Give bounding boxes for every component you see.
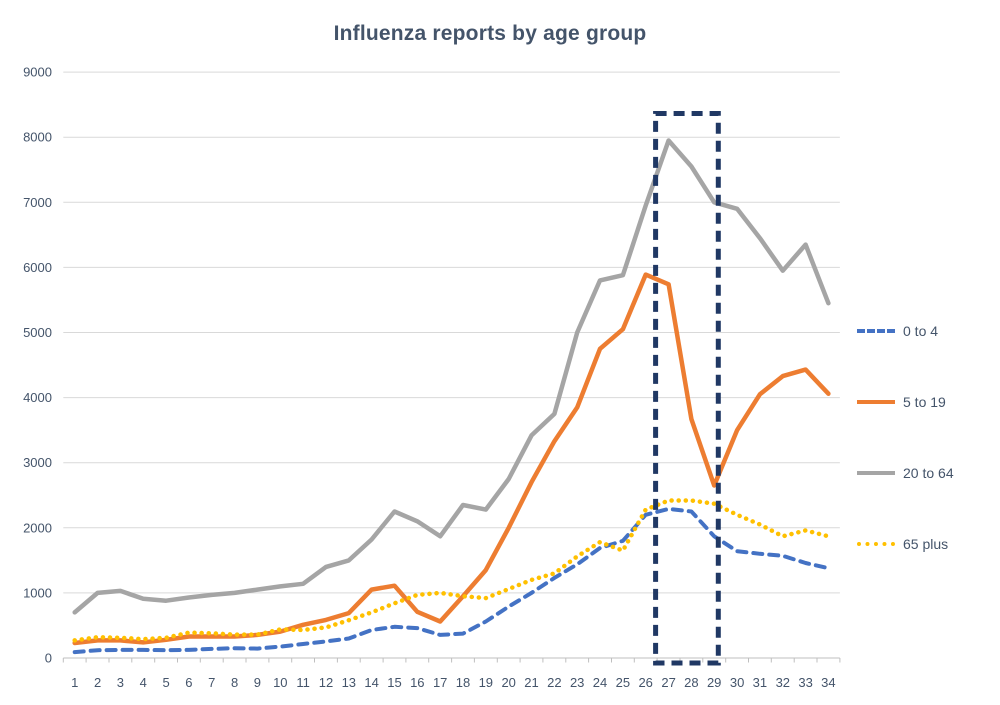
x-axis-tick-label: 28 <box>684 675 698 690</box>
x-axis-tick-label: 16 <box>410 675 424 690</box>
x-axis-tick-label: 2 <box>94 675 101 690</box>
x-axis-tick-label: 20 <box>501 675 515 690</box>
series-line-5-to-19 <box>72 272 831 646</box>
y-axis-tick-label: 8000 <box>23 130 52 145</box>
x-axis-tick-label: 26 <box>638 675 652 690</box>
y-axis-tick-label: 5000 <box>23 325 52 340</box>
series-line-0-to-4 <box>72 506 831 655</box>
gridlines <box>63 71 840 659</box>
x-axis-tick-label: 21 <box>524 675 538 690</box>
x-axis-labels: 1 2 3 4 5 6 7 8 9 10 11 12 13 14 15 16 17 18 19 20 21 22 23 24 2… <box>71 675 836 690</box>
y-axis-tick-label: 4000 <box>23 390 52 405</box>
y-axis-tick-label: 9000 <box>23 65 52 80</box>
x-axis-tick-label: 1 <box>71 675 78 690</box>
x-axis-tick-label: 32 <box>776 675 790 690</box>
x-axis-tick-label: 12 <box>319 675 333 690</box>
series-line-20-to-64 <box>72 138 831 615</box>
x-axis-tick-label: 9 <box>254 675 261 690</box>
y-axis-labels: 0 1000 2000 3000 4000 5000 6000 7000 8000 9000 <box>23 65 52 666</box>
y-axis-tick-label: 2000 <box>23 520 52 535</box>
legend-item-20-to-64: 20 to 64 <box>857 464 997 482</box>
chart-title: Influenza reports by age group <box>333 22 647 45</box>
x-axis-tick-label: 24 <box>593 675 607 690</box>
legend-item-0-to-4: 0 to 4 <box>857 322 997 340</box>
series-lines <box>72 138 831 655</box>
x-axis-tick-label: 23 <box>570 675 584 690</box>
x-axis-tick-label: 4 <box>140 675 147 690</box>
legend-marker-solid-gray-icon <box>857 471 895 475</box>
x-axis-tick-label: 22 <box>547 675 561 690</box>
x-axis-tick-label: 27 <box>661 675 675 690</box>
x-axis-tick-label: 34 <box>821 675 835 690</box>
x-axis-ticks <box>62 658 841 663</box>
legend-label: 20 to 64 <box>903 465 954 481</box>
y-axis-tick-label: 6000 <box>23 260 52 275</box>
x-axis-tick-label: 31 <box>753 675 767 690</box>
x-axis-tick-label: 17 <box>433 675 447 690</box>
y-axis-tick-label: 1000 <box>23 585 52 600</box>
legend-item-5-to-19: 5 to 19 <box>857 393 997 411</box>
legend-marker-dotted-yellow-icon <box>857 542 895 546</box>
x-axis-tick-label: 15 <box>387 675 401 690</box>
legend-label: 0 to 4 <box>903 323 939 339</box>
x-axis-tick-label: 7 <box>208 675 215 690</box>
x-axis-tick-label: 18 <box>456 675 470 690</box>
series-line-65-plus <box>72 498 831 643</box>
x-axis-tick-label: 29 <box>707 675 721 690</box>
legend-marker-dashed-blue-icon <box>857 329 895 333</box>
x-axis-tick-label: 10 <box>273 675 287 690</box>
x-axis-tick-label: 14 <box>364 675 378 690</box>
y-axis-tick-label: 3000 <box>23 455 52 470</box>
x-axis-tick-label: 25 <box>616 675 630 690</box>
legend-label: 5 to 19 <box>903 394 946 410</box>
x-axis-tick-label: 8 <box>231 675 238 690</box>
chart-legend: 0 to 4 5 to 19 20 to 64 65 plus <box>857 322 997 606</box>
y-axis-tick-label: 7000 <box>23 195 52 210</box>
x-axis-tick-label: 19 <box>479 675 493 690</box>
x-axis-tick-label: 3 <box>117 675 124 690</box>
legend-label: 65 plus <box>903 536 949 552</box>
legend-item-65-plus: 65 plus <box>857 535 997 553</box>
x-axis-tick-label: 5 <box>162 675 169 690</box>
x-axis-tick-label: 11 <box>296 675 310 690</box>
x-axis-tick-label: 6 <box>185 675 192 690</box>
x-axis-tick-label: 33 <box>798 675 812 690</box>
x-axis-tick-label: 13 <box>342 675 356 690</box>
legend-marker-solid-orange-icon <box>857 400 895 404</box>
y-axis-tick-label: 0 <box>45 651 52 666</box>
x-axis-tick-label: 30 <box>730 675 744 690</box>
